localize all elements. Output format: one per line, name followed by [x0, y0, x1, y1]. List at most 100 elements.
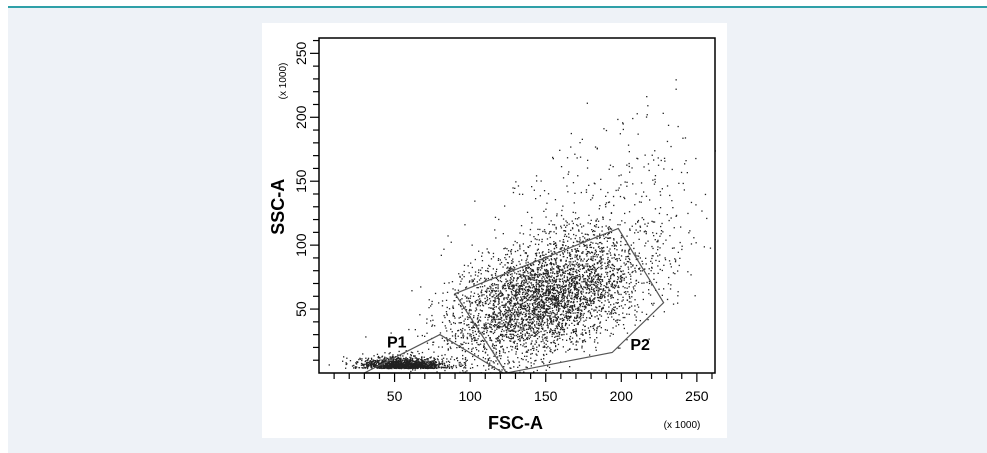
scatter-point — [550, 250, 552, 252]
scatter-point — [372, 360, 375, 362]
scatter-point — [629, 297, 631, 299]
scatter-point — [498, 327, 500, 329]
scatter-point — [607, 258, 609, 261]
scatter-point — [548, 275, 550, 277]
scatter-point — [471, 343, 473, 345]
scatter-point — [602, 258, 604, 260]
scatter-point — [464, 366, 466, 368]
scatter-point — [609, 261, 611, 263]
scatter-point — [515, 290, 517, 292]
scatter-point — [620, 277, 622, 279]
scatter-point — [563, 275, 566, 277]
scatter-point — [567, 310, 569, 312]
scatter-point — [417, 359, 419, 361]
scatter-point — [605, 225, 607, 227]
scatter-point — [446, 367, 448, 369]
scatter-point — [463, 335, 465, 337]
scatter-point — [391, 359, 393, 361]
scatter-point — [538, 281, 541, 283]
scatter-point — [452, 315, 454, 317]
scatter-point — [601, 302, 603, 304]
scatter-point — [510, 267, 512, 269]
scatter-point — [562, 265, 565, 267]
scatter-point — [537, 275, 539, 277]
scatter-point — [442, 366, 444, 369]
scatter-point — [506, 315, 508, 318]
scatter-point — [447, 340, 449, 342]
scatter-point — [595, 242, 597, 244]
scatter-point — [525, 366, 527, 368]
scatter-point — [393, 367, 395, 369]
scatter-point — [555, 320, 557, 322]
scatter-point — [545, 304, 547, 306]
scatter-point — [561, 268, 563, 271]
scatter-point — [560, 289, 562, 291]
scatter-point — [549, 360, 552, 362]
scatter-point — [478, 335, 480, 337]
scatter-point — [458, 303, 460, 306]
scatter-point — [563, 297, 565, 299]
scatter-point — [568, 285, 570, 287]
scatter-point — [360, 362, 363, 365]
scatter-point — [555, 345, 557, 348]
scatter-point — [528, 322, 530, 324]
scatter-point — [507, 336, 510, 338]
scatter-point — [554, 316, 556, 318]
scatter-point — [442, 357, 445, 359]
scatter-point — [460, 343, 462, 345]
scatter-point — [591, 264, 594, 267]
scatter-point — [516, 294, 518, 296]
scatter-point — [573, 281, 575, 283]
scatter-point — [590, 291, 592, 293]
scatter-point — [556, 306, 558, 309]
scatter-point — [547, 273, 549, 275]
scatter-point — [558, 270, 560, 272]
scatter-point — [505, 287, 507, 290]
scatter-point — [600, 315, 603, 317]
scatter-point — [677, 302, 679, 304]
scatter-point — [528, 285, 530, 287]
scatter-point — [374, 364, 376, 366]
scatter-point — [549, 321, 552, 323]
scatter-point — [652, 255, 654, 257]
scatter-point — [538, 290, 541, 292]
scatter-point — [574, 306, 576, 308]
scatter-point — [587, 280, 589, 282]
scatter-point — [508, 267, 510, 269]
scatter-point — [608, 293, 610, 295]
scatter-point — [395, 363, 397, 365]
scatter-point — [492, 316, 495, 318]
scatter-point — [569, 290, 571, 292]
scatter-point — [367, 366, 369, 368]
scatter-point — [516, 343, 518, 345]
scatter-point — [572, 331, 574, 334]
scatter-point — [605, 311, 607, 313]
scatter-point — [534, 308, 536, 310]
scatter-point — [446, 306, 448, 309]
scatter-point — [551, 307, 553, 309]
scatter-point — [617, 286, 619, 288]
scatter-point — [431, 300, 433, 303]
scatter-point — [441, 354, 443, 357]
scatter-point — [542, 293, 545, 295]
scatter-point — [471, 244, 473, 246]
scatter-point — [472, 322, 474, 324]
scatter-point — [397, 365, 399, 368]
scatter-point — [524, 276, 526, 278]
scatter-point — [595, 286, 597, 288]
scatter-point — [615, 320, 617, 322]
scatter-point — [583, 267, 585, 269]
scatter-point — [524, 339, 526, 341]
scatter-point — [610, 297, 612, 299]
scatter-point — [546, 299, 548, 302]
scatter-point — [472, 367, 474, 369]
scatter-point — [474, 271, 477, 273]
scatter-point — [503, 322, 505, 324]
scatter-point — [538, 344, 540, 346]
scatter-point — [555, 242, 557, 244]
scatter-point — [416, 366, 418, 368]
scatter-point — [480, 291, 482, 293]
scatter-point — [536, 283, 538, 285]
scatter-point — [461, 274, 464, 276]
scatter-point — [369, 360, 371, 362]
